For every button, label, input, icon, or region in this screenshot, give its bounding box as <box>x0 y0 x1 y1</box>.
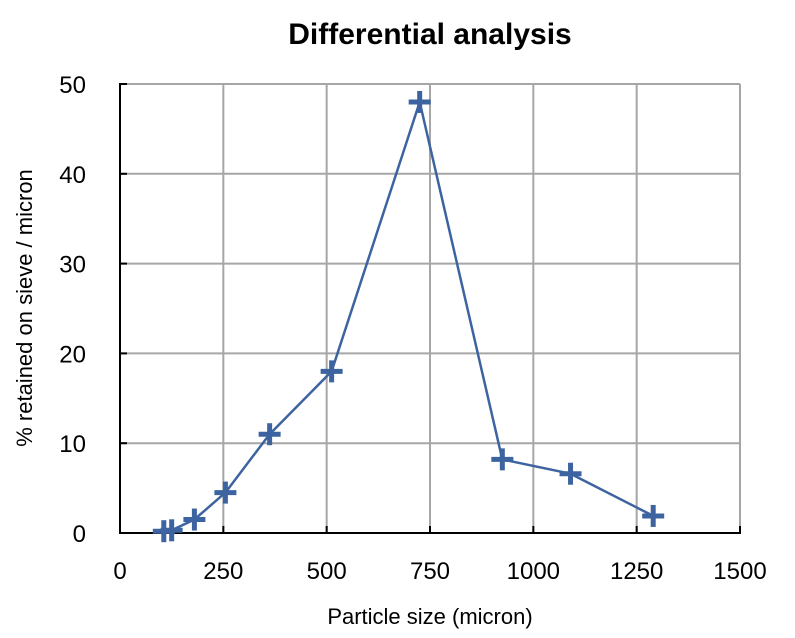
x-tick-label: 750 <box>410 558 450 585</box>
data-series <box>153 91 664 542</box>
data-point-marker <box>409 91 431 113</box>
y-tick-label: 0 <box>73 521 86 548</box>
x-tick-label: 0 <box>113 558 126 585</box>
x-axis-label: Particle size (micron) <box>327 604 532 629</box>
data-point-marker <box>491 448 513 470</box>
tick-labels: 0 250 500 750 1000 1250 1500 0 10 20 30 40 50 <box>59 72 766 585</box>
y-tick-label: 50 <box>59 72 86 99</box>
x-tick-label: 1250 <box>610 558 663 585</box>
data-point-marker <box>560 463 582 485</box>
y-tick-label: 20 <box>59 341 86 368</box>
x-tick-label: 1500 <box>713 558 766 585</box>
y-tick-label: 10 <box>59 431 86 458</box>
data-point-marker <box>642 505 664 527</box>
y-axis-label: % retained on sieve / micron <box>12 169 37 447</box>
x-tick-label: 250 <box>203 558 243 585</box>
chart-title: Differential analysis <box>288 18 571 51</box>
x-tick-label: 1000 <box>507 558 560 585</box>
y-tick-label: 30 <box>59 252 86 279</box>
x-tick-label: 500 <box>307 558 347 585</box>
y-tick-label: 40 <box>59 162 86 189</box>
series-line <box>164 102 653 531</box>
